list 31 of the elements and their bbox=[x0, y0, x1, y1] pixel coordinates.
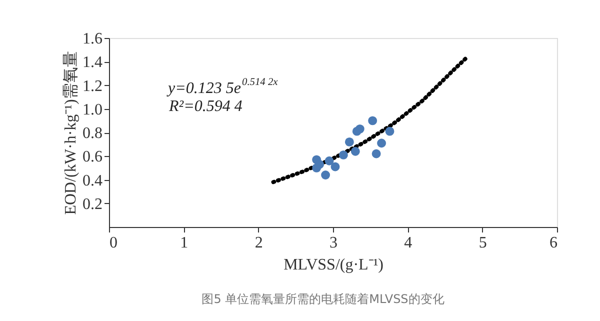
point bbox=[321, 170, 330, 180]
x-tick-label: 5 bbox=[478, 234, 487, 252]
y-tick-label: 1.6 bbox=[82, 30, 102, 48]
point bbox=[372, 149, 381, 158]
y-tick-label: 1.2 bbox=[82, 78, 102, 95]
x-tick-label: 2 bbox=[254, 234, 263, 252]
y-tick-label: 1.4 bbox=[82, 54, 102, 72]
point bbox=[330, 162, 340, 172]
y-tick-label: 1.0 bbox=[82, 101, 102, 118]
point bbox=[352, 126, 362, 136]
y-tick-label: 0.8 bbox=[82, 125, 102, 142]
x-axis-title: MLVSS/(g·L⁻¹) bbox=[284, 256, 384, 274]
point bbox=[344, 137, 354, 146]
x-tick-label: 0 bbox=[110, 234, 118, 252]
x-tick-label: 4 bbox=[404, 234, 412, 252]
point bbox=[312, 163, 322, 172]
point bbox=[377, 138, 386, 148]
point bbox=[368, 116, 378, 126]
x-tick-label: 6 bbox=[550, 234, 558, 252]
point bbox=[385, 126, 394, 136]
point bbox=[324, 156, 334, 166]
y-tick-label: 0.2 bbox=[82, 196, 102, 213]
annotation: R²=0.594 4 bbox=[168, 98, 242, 115]
x-tick-label: 3 bbox=[330, 234, 338, 252]
y-axis-title: EOD/(kW·h·kg⁻¹)需氧量 bbox=[62, 51, 80, 215]
point bbox=[350, 146, 360, 156]
y-tick-label: 0.4 bbox=[82, 172, 102, 190]
point bbox=[338, 150, 348, 160]
y-tick-label: 0.6 bbox=[82, 148, 102, 166]
caption: 图5 单位需氧量所需的电耗随着MLVSS的变化 bbox=[202, 292, 444, 306]
x-tick-label: 1 bbox=[180, 234, 188, 252]
